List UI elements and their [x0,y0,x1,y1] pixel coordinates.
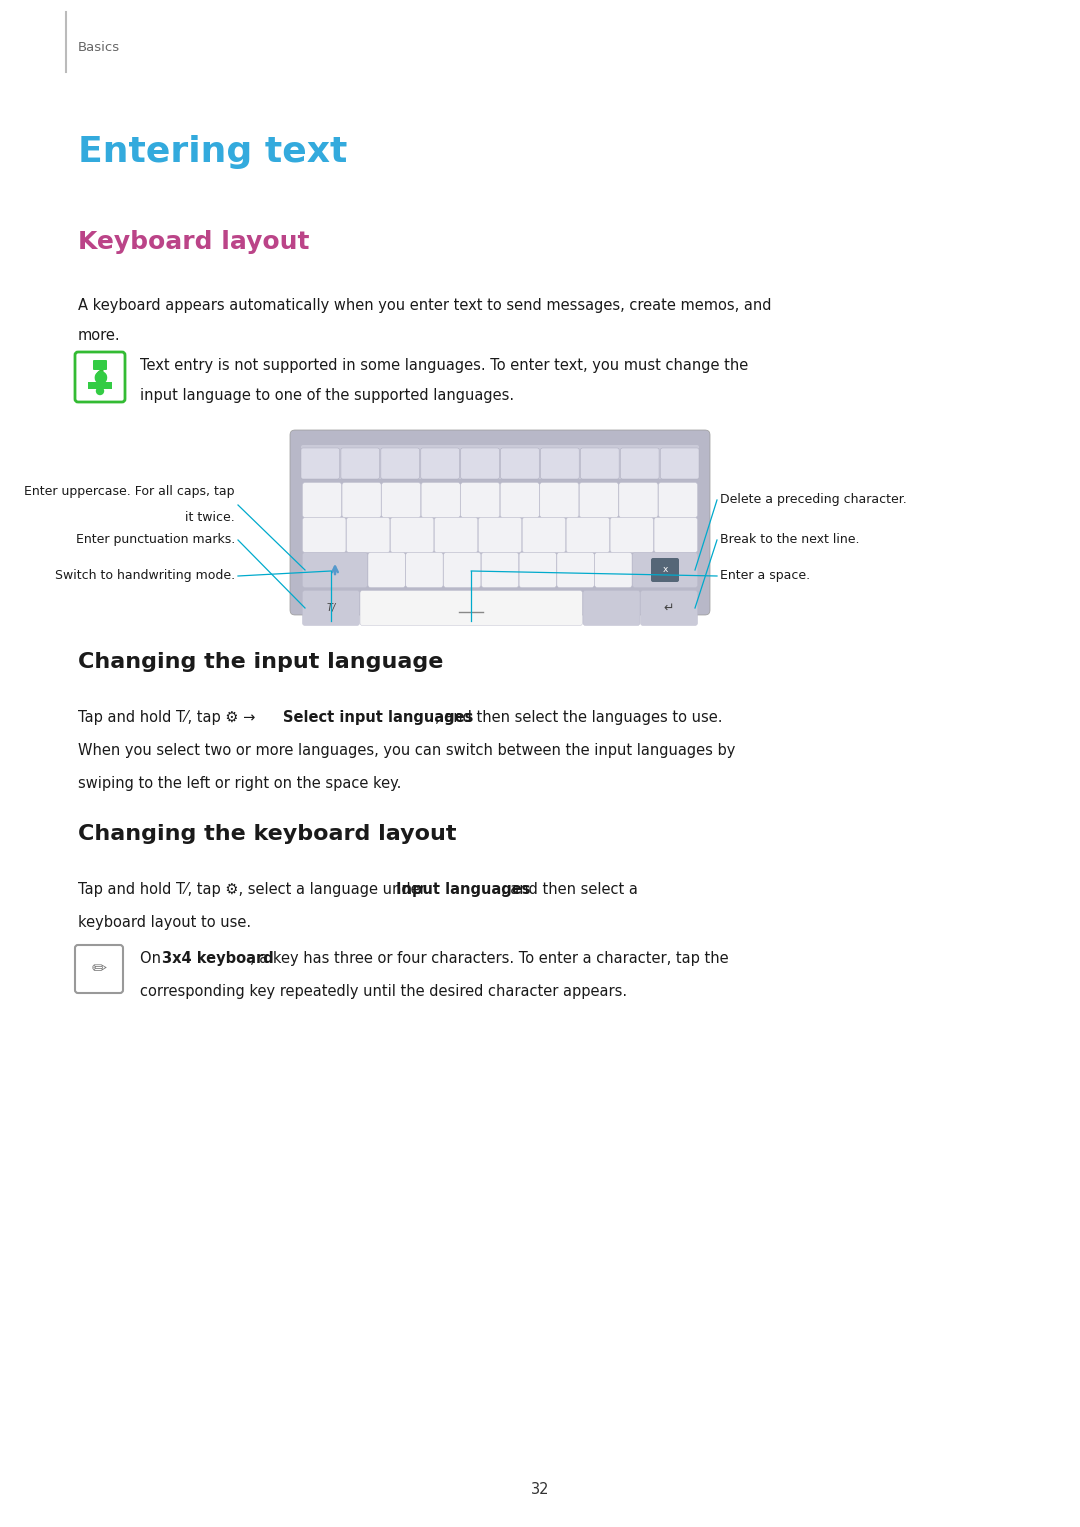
Text: , and then select the languages to use.: , and then select the languages to use. [435,710,723,725]
Text: ⬤: ⬤ [93,371,107,383]
Text: A keyboard appears automatically when you enter text to send messages, create me: A keyboard appears automatically when yo… [78,298,771,313]
FancyBboxPatch shape [75,945,123,993]
Text: , a key has three or four characters. To enter a character, tap the: , a key has three or four characters. To… [249,951,729,967]
Text: swiping to the left or right on the space key.: swiping to the left or right on the spac… [78,776,402,791]
FancyBboxPatch shape [654,518,698,553]
Text: Entering text: Entering text [78,134,348,169]
Circle shape [96,388,104,394]
Text: Input languages: Input languages [396,883,530,896]
Text: Enter punctuation marks.: Enter punctuation marks. [76,533,235,547]
FancyBboxPatch shape [519,553,556,588]
FancyBboxPatch shape [342,483,381,518]
FancyBboxPatch shape [421,483,460,518]
FancyBboxPatch shape [500,483,539,518]
FancyBboxPatch shape [482,553,518,588]
FancyBboxPatch shape [444,553,481,588]
Text: more.: more. [78,328,121,344]
FancyBboxPatch shape [461,483,500,518]
FancyBboxPatch shape [461,447,499,479]
FancyBboxPatch shape [541,447,579,479]
FancyBboxPatch shape [651,557,679,582]
FancyBboxPatch shape [302,553,367,588]
FancyBboxPatch shape [302,591,360,626]
FancyBboxPatch shape [75,353,125,402]
Text: 32: 32 [530,1483,550,1498]
FancyBboxPatch shape [540,483,579,518]
Bar [87,382,112,389]
FancyBboxPatch shape [390,518,434,553]
Text: Basics: Basics [78,41,120,55]
FancyBboxPatch shape [523,518,566,553]
Text: ✏: ✏ [92,960,107,977]
FancyBboxPatch shape [566,518,609,553]
FancyBboxPatch shape [478,518,522,553]
FancyBboxPatch shape [360,591,582,626]
Text: Text entry is not supported in some languages. To enter text, you must change th: Text entry is not supported in some lang… [140,357,748,373]
FancyBboxPatch shape [381,483,420,518]
Text: it twice.: it twice. [186,512,235,524]
Text: Enter a space.: Enter a space. [720,570,810,582]
FancyBboxPatch shape [579,483,619,518]
FancyBboxPatch shape [341,447,379,479]
FancyBboxPatch shape [595,553,632,588]
FancyBboxPatch shape [434,518,477,553]
Text: Tap and hold T⁄, tap ⚙, select a language under: Tap and hold T⁄, tap ⚙, select a languag… [78,883,430,896]
Text: Delete a preceding character.: Delete a preceding character. [720,493,907,507]
Text: x: x [662,565,667,574]
FancyBboxPatch shape [501,447,539,479]
Text: input language to one of the supported languages.: input language to one of the supported l… [140,388,514,403]
FancyBboxPatch shape [302,518,346,553]
FancyBboxPatch shape [347,518,390,553]
Text: Enter uppercase. For all caps, tap: Enter uppercase. For all caps, tap [25,486,235,498]
FancyBboxPatch shape [421,447,459,479]
FancyBboxPatch shape [633,553,698,588]
FancyBboxPatch shape [301,444,699,479]
Text: Tap and hold T⁄, tap ⚙ →: Tap and hold T⁄, tap ⚙ → [78,710,260,725]
FancyBboxPatch shape [301,447,339,479]
Text: On: On [140,951,165,967]
Text: Keyboard layout: Keyboard layout [78,231,310,253]
FancyBboxPatch shape [621,447,659,479]
FancyBboxPatch shape [661,447,699,479]
FancyBboxPatch shape [619,483,658,518]
Text: Changing the keyboard layout: Changing the keyboard layout [78,825,457,844]
Text: ◖: ◖ [95,365,105,385]
Text: Select input languages: Select input languages [283,710,473,725]
FancyBboxPatch shape [302,483,341,518]
FancyBboxPatch shape [381,447,419,479]
FancyBboxPatch shape [406,553,443,588]
Text: 3x4 keyboard: 3x4 keyboard [162,951,273,967]
FancyBboxPatch shape [557,553,594,588]
FancyBboxPatch shape [610,518,653,553]
Text: ↵: ↵ [664,602,674,614]
FancyBboxPatch shape [93,360,107,370]
Text: When you select two or more languages, you can switch between the input language: When you select two or more languages, y… [78,744,735,757]
FancyBboxPatch shape [659,483,698,518]
Text: Break to the next line.: Break to the next line. [720,533,860,547]
Text: , and then select a: , and then select a [501,883,638,896]
FancyBboxPatch shape [368,553,405,588]
FancyBboxPatch shape [640,591,698,626]
FancyBboxPatch shape [581,447,619,479]
Text: keyboard layout to use.: keyboard layout to use. [78,915,252,930]
Text: corresponding key repeatedly until the desired character appears.: corresponding key repeatedly until the d… [140,983,627,999]
FancyBboxPatch shape [583,591,640,626]
FancyBboxPatch shape [291,431,710,615]
Text: Changing the input language: Changing the input language [78,652,444,672]
Text: T/: T/ [326,603,336,612]
Text: Switch to handwriting mode.: Switch to handwriting mode. [55,570,235,582]
